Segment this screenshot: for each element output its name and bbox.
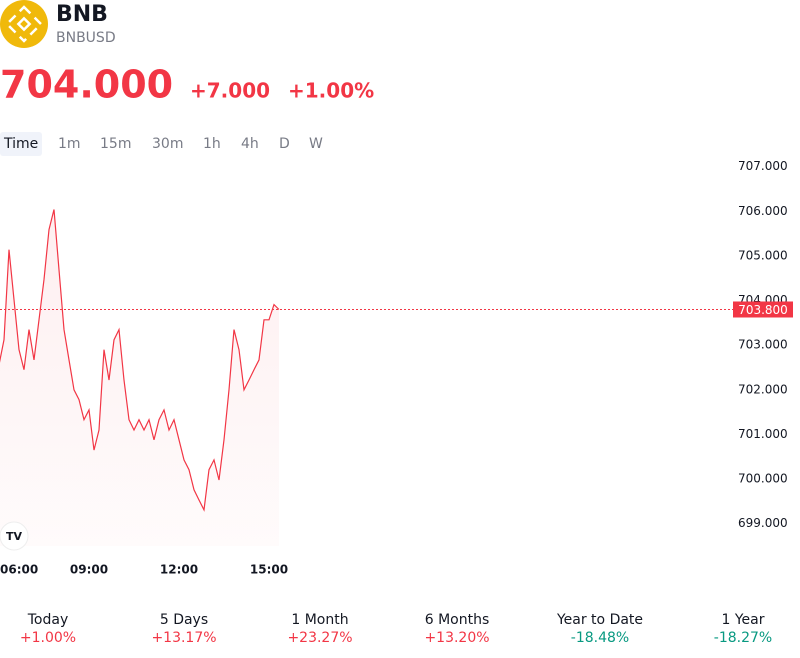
price-line [0, 209, 280, 512]
timeframe-tab[interactable]: 4h [241, 136, 259, 152]
last-price-label: 703.800 [738, 303, 788, 317]
tab-active-bg [0, 132, 42, 156]
ticker: BNBUSD [56, 30, 116, 46]
period-change: -18.27% [714, 630, 772, 646]
area-fill [0, 209, 279, 546]
y-tick-label: 699.000 [738, 516, 788, 530]
period-change: +13.20% [424, 630, 489, 646]
period-label: Year to Date [556, 612, 643, 628]
tv-logo: TV [0, 521, 29, 551]
svg-text:TV: TV [6, 530, 23, 543]
y-tick-label: 707.000 [738, 159, 788, 173]
period-change: +1.00% [20, 630, 76, 646]
price: 704.000 [0, 63, 173, 107]
period-change: -18.48% [571, 630, 629, 646]
period-label: 1 Month [291, 612, 348, 628]
timeframe-tab[interactable]: 30m [152, 136, 183, 152]
period-label: 6 Months [425, 612, 490, 628]
timeframe-tab[interactable]: 15m [100, 136, 131, 152]
timeframe-tab[interactable]: Time [3, 136, 38, 152]
timeframe-tab[interactable]: W [309, 136, 323, 152]
period-change: +13.17% [151, 630, 216, 646]
y-tick-label: 700.000 [738, 472, 788, 486]
symbol-name: BNB [56, 2, 108, 27]
timeframe-tab[interactable]: 1m [58, 136, 81, 152]
x-tick-label: 06:00 [0, 563, 38, 577]
y-tick-label: 703.000 [738, 338, 788, 352]
y-tick-label: 702.000 [738, 382, 788, 396]
period-label: Today [27, 612, 69, 628]
last-price-badge [733, 301, 793, 318]
change-percent: +1.00% [288, 79, 374, 103]
period-label: 5 Days [160, 612, 208, 628]
change: +7.000 [190, 79, 270, 103]
period-label: 1 Year [722, 612, 765, 628]
period-change: +23.27% [287, 630, 352, 646]
logo [0, 0, 48, 48]
timeframe-tab[interactable]: D [279, 136, 290, 152]
x-tick-label: 12:00 [160, 563, 198, 577]
x-tick-label: 15:00 [250, 563, 288, 577]
x-tick-label: 09:00 [70, 563, 108, 577]
y-tick-label: 701.000 [738, 427, 788, 441]
timeframe-tab[interactable]: 1h [203, 136, 221, 152]
y-tick-label: 705.000 [738, 248, 788, 262]
y-tick-label: 706.000 [738, 204, 788, 218]
